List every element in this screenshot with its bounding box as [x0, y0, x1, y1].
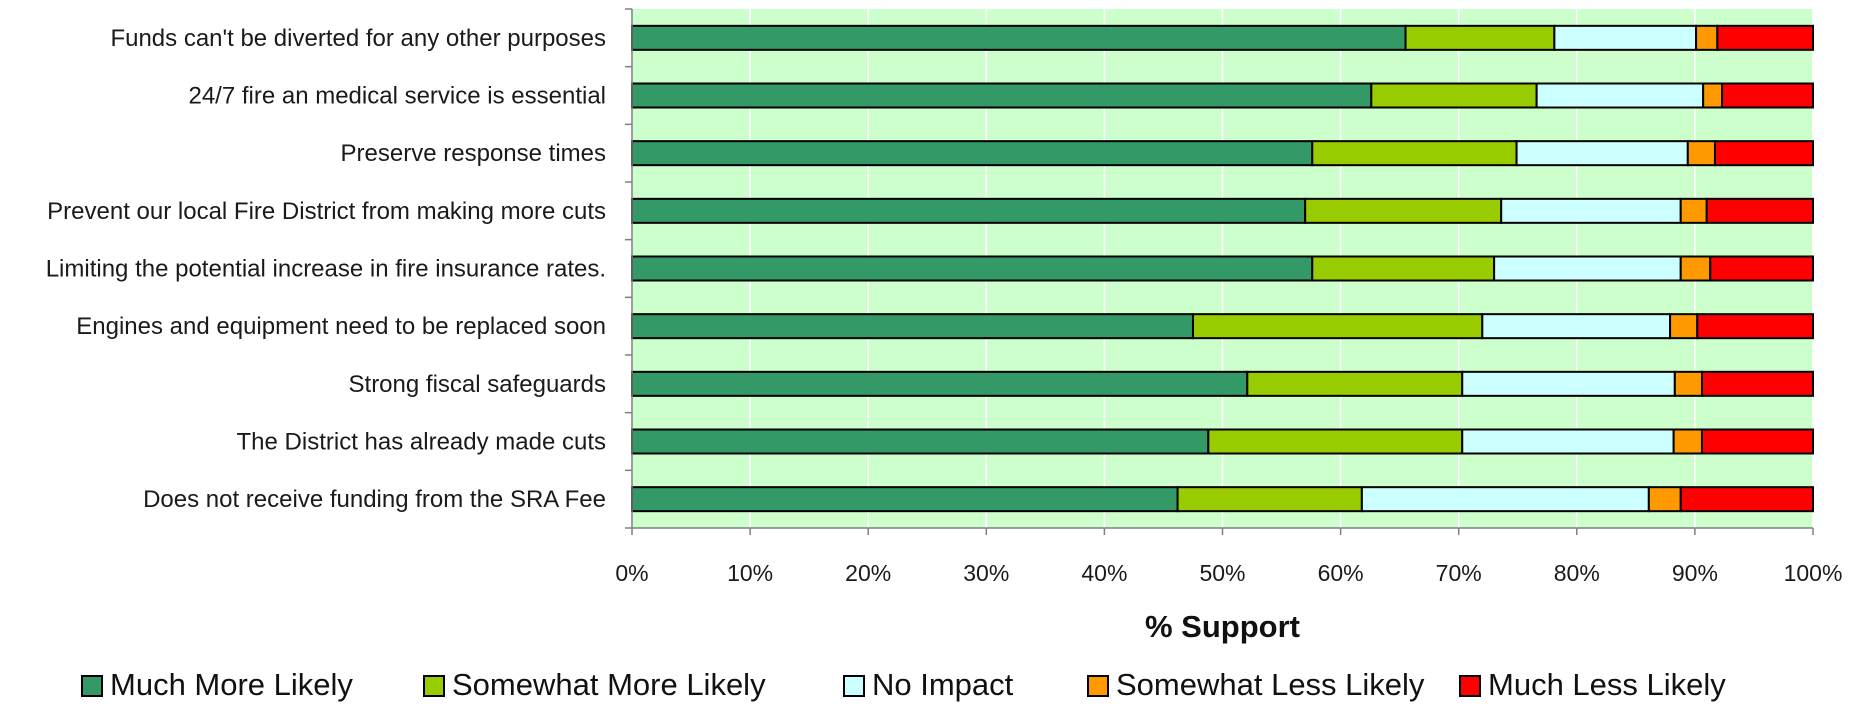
bar-segment: [631, 24, 1407, 51]
x-tick-label: 70%: [1436, 560, 1482, 586]
bar-segment: [1700, 428, 1814, 455]
legend-label: Somewhat Less Likely: [1116, 667, 1425, 702]
bar-segment: [1716, 24, 1814, 51]
bar-segment: [631, 428, 1210, 455]
x-tick-label: 20%: [845, 560, 891, 586]
legend-swatch: [1087, 675, 1109, 697]
bar-segment: [1679, 255, 1712, 282]
bar-segment: [1696, 313, 1814, 340]
x-tick-label: 40%: [1081, 560, 1127, 586]
bar-segment: [1311, 255, 1496, 282]
legend-label: Much Less Likely: [1488, 667, 1726, 702]
category-labels: Funds can't be diverted for any other pu…: [46, 25, 606, 513]
bar-segment: [1713, 140, 1815, 167]
bar-segment: [1207, 428, 1464, 455]
category-label: Strong fiscal safeguards: [349, 371, 606, 398]
category-label: 24/7 fire an medical service is essentia…: [188, 83, 606, 110]
bar-segment: [1304, 197, 1503, 224]
bar-segment: [1191, 313, 1484, 340]
bar-segment: [1705, 197, 1814, 224]
bar-segment: [1647, 486, 1682, 513]
bar-segment: [1360, 486, 1650, 513]
bar-segment: [1679, 197, 1708, 224]
bar-segment: [1311, 140, 1518, 167]
bar-segment: [1370, 82, 1538, 109]
bar-segment: [631, 197, 1307, 224]
bar-segment: [1481, 313, 1672, 340]
legend-label: Much More Likely: [110, 667, 353, 702]
x-tick-label: 90%: [1672, 560, 1718, 586]
x-tick-label: 30%: [963, 560, 1009, 586]
bar-segment: [1709, 255, 1815, 282]
legend-label: Somewhat More Likely: [452, 667, 766, 702]
x-tick-label: 80%: [1554, 560, 1600, 586]
bar-segment: [1500, 197, 1682, 224]
bar-segment: [1700, 370, 1814, 397]
bar-segment: [631, 255, 1314, 282]
bar-segment: [631, 82, 1373, 109]
bar-segment: [1461, 370, 1676, 397]
bar-segment: [631, 313, 1194, 340]
bar-segment: [1404, 24, 1556, 51]
category-label: Prevent our local Fire District from mak…: [47, 198, 606, 225]
legend-swatch: [423, 675, 445, 697]
x-tick-label: 60%: [1318, 560, 1364, 586]
category-label: Funds can't be diverted for any other pu…: [110, 25, 606, 52]
bar-segment: [1461, 428, 1675, 455]
legend-swatch: [81, 675, 103, 697]
bar-segment: [1246, 370, 1464, 397]
bar-segment: [1176, 486, 1363, 513]
x-axis-ticks: 0% 10% 20% 30% 40% 50% 60% 70% 80% 90% 100%: [615, 560, 1842, 586]
bar-segment: [1686, 140, 1716, 167]
legend-swatch: [1459, 675, 1481, 697]
bar-segment: [631, 486, 1179, 513]
bar-segment: [631, 140, 1314, 167]
legend-swatch: [843, 675, 865, 697]
bar-segment: [631, 370, 1249, 397]
legend: Much More Likely Somewhat More Likely No I…: [81, 667, 1726, 702]
bar-segment: [1672, 428, 1703, 455]
x-tick-label: 100%: [1784, 560, 1843, 586]
bar-segment: [1702, 82, 1724, 109]
bar-segment: [1553, 24, 1698, 51]
category-label: The District has already made cuts: [237, 429, 606, 456]
bar-segment: [1493, 255, 1682, 282]
bar-segment: [1673, 370, 1703, 397]
x-tick-label: 10%: [727, 560, 773, 586]
category-label: Preserve response times: [341, 140, 606, 167]
legend-label: No Impact: [872, 667, 1014, 702]
x-tick-label: 0%: [615, 560, 648, 586]
bar-segment: [1535, 82, 1705, 109]
bar-segment: [1695, 24, 1719, 51]
category-label: Does not receive funding from the SRA Fe…: [143, 486, 606, 513]
bar-segment: [1515, 140, 1689, 167]
bar-segment: [1669, 313, 1699, 340]
category-label: Limiting the potential increase in fire …: [46, 256, 606, 283]
category-label: Engines and equipment need to be replace…: [76, 313, 606, 340]
x-axis-title: % Support: [1145, 609, 1300, 644]
x-tick-label: 50%: [1199, 560, 1245, 586]
plot-area: [625, 8, 1815, 535]
bar-segment: [1679, 486, 1815, 513]
bar-segment: [1721, 82, 1814, 109]
